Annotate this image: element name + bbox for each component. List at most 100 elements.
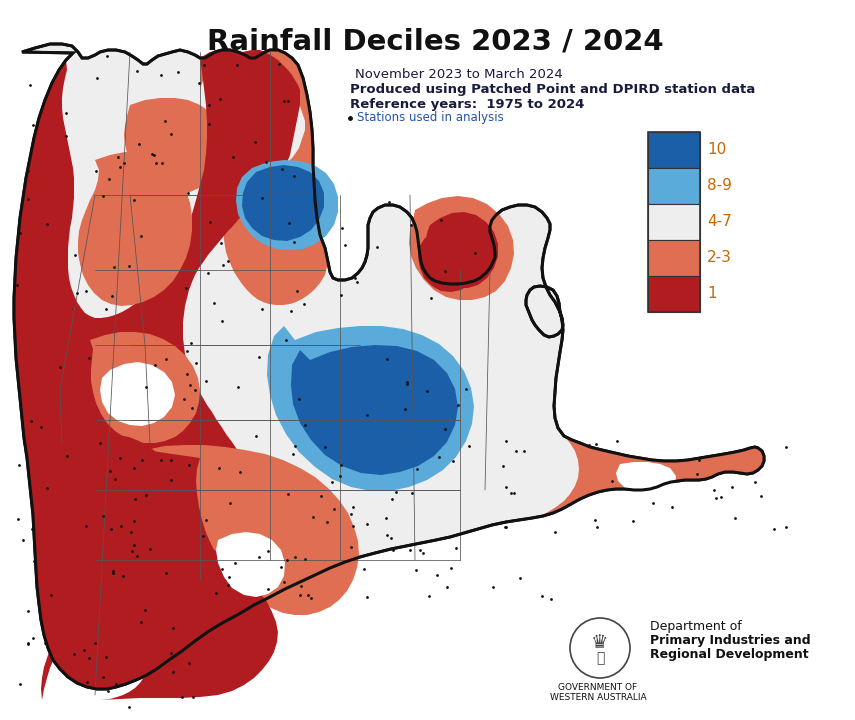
Point — [280, 554, 293, 566]
Point — [148, 359, 162, 371]
Point — [281, 489, 295, 500]
Point — [304, 592, 318, 603]
Point — [416, 548, 430, 559]
Point — [278, 95, 292, 107]
Point — [134, 230, 148, 241]
Point — [144, 544, 157, 555]
Point — [203, 99, 216, 111]
Point — [127, 539, 141, 551]
Point — [297, 298, 310, 310]
Bar — [648, 204, 700, 240]
Point — [445, 562, 458, 573]
Point — [451, 400, 465, 411]
Text: 4-7: 4-7 — [707, 215, 732, 230]
Text: Regional Development: Regional Development — [650, 648, 809, 661]
Polygon shape — [200, 50, 328, 305]
Point — [710, 492, 723, 504]
Point — [298, 553, 312, 564]
Point — [80, 521, 93, 532]
Point — [167, 622, 180, 634]
Point — [10, 279, 24, 291]
Point — [21, 194, 35, 205]
Point — [167, 666, 180, 678]
Point — [99, 303, 113, 315]
Point — [439, 423, 452, 435]
Point — [438, 266, 451, 277]
Point — [439, 581, 453, 593]
Point — [70, 287, 84, 298]
Point — [198, 60, 211, 71]
Point — [188, 384, 202, 395]
Point — [213, 93, 227, 104]
Point — [107, 567, 121, 579]
Point — [400, 379, 414, 390]
Point — [400, 376, 414, 387]
Point — [130, 550, 144, 562]
Point — [111, 151, 125, 163]
Text: Reference years:  1975 to 2024: Reference years: 1975 to 2024 — [350, 98, 584, 111]
Point — [514, 572, 528, 584]
Point — [182, 657, 196, 669]
Point — [646, 497, 660, 508]
Point — [116, 571, 130, 582]
Point — [370, 241, 384, 253]
Bar — [648, 240, 700, 276]
Point — [128, 494, 142, 505]
Point — [91, 72, 104, 84]
Point — [122, 261, 136, 272]
Point — [588, 515, 602, 526]
Point — [158, 115, 172, 127]
Point — [421, 385, 434, 397]
Bar — [648, 132, 700, 312]
Point — [127, 194, 141, 205]
Polygon shape — [78, 152, 192, 306]
Point — [292, 393, 305, 405]
Point — [100, 50, 114, 61]
Polygon shape — [291, 345, 458, 475]
Point — [154, 69, 168, 81]
Point — [486, 582, 500, 593]
Polygon shape — [616, 462, 676, 497]
Point — [203, 217, 217, 228]
Point — [209, 587, 223, 598]
Text: Primary Industries and: Primary Industries and — [650, 634, 811, 647]
Point — [199, 375, 213, 387]
Point — [135, 454, 149, 466]
Point — [61, 450, 74, 462]
Point — [78, 644, 91, 655]
Point — [286, 448, 300, 459]
Point — [21, 637, 35, 649]
Polygon shape — [418, 232, 479, 292]
Point — [171, 66, 185, 78]
Point — [202, 118, 215, 130]
Point — [232, 381, 245, 392]
Point — [301, 589, 315, 600]
Point — [159, 354, 173, 365]
Point — [104, 523, 118, 535]
Point — [93, 437, 107, 449]
Text: 1: 1 — [707, 287, 716, 302]
Bar — [648, 168, 700, 204]
Point — [385, 493, 398, 505]
Point — [380, 353, 394, 364]
Point — [180, 346, 194, 357]
Point — [508, 487, 522, 498]
Point — [139, 382, 152, 393]
Point — [156, 157, 169, 168]
Point — [360, 592, 374, 603]
Point — [318, 441, 332, 452]
Point — [96, 671, 109, 683]
Point — [433, 451, 446, 462]
Point — [251, 552, 265, 563]
Polygon shape — [216, 532, 285, 597]
Point — [178, 393, 192, 405]
Point — [192, 77, 206, 89]
Point — [96, 191, 109, 202]
Point — [321, 516, 334, 528]
Point — [306, 511, 320, 523]
Point — [106, 565, 120, 577]
Point — [256, 192, 269, 204]
Point — [433, 214, 447, 225]
Point — [590, 521, 604, 533]
Point — [164, 647, 178, 659]
